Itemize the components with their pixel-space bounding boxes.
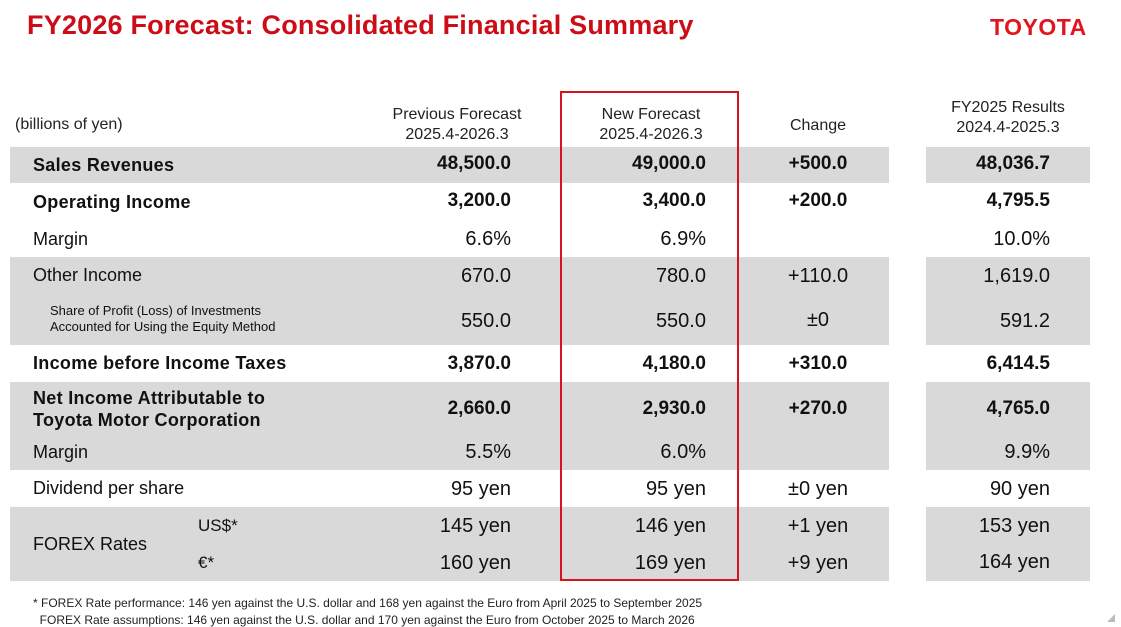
cell-fy2025: 1,619.0	[983, 265, 1050, 287]
band-forex-right	[926, 507, 1090, 581]
cell-change: +1 yen	[787, 515, 849, 537]
cell-new: 146 yen	[634, 515, 706, 537]
cell-new: 6.9%	[660, 228, 706, 250]
row-label-line-1: Share of Profit (Loss) of Investments	[50, 303, 261, 318]
row-label: Margin	[33, 229, 89, 249]
header-new-forecast: New Forecast 2025.4-2026.3	[566, 105, 736, 145]
toyota-logo: TOYOTA	[990, 14, 1087, 40]
band-net-right	[926, 382, 1090, 470]
cell-new: 95 yen	[645, 478, 706, 500]
row-label: Share of Profit (Loss) of Investments Ac…	[50, 303, 275, 335]
cell-fy2025: 48,036.7	[976, 153, 1050, 174]
cell-new: 550.0	[655, 310, 706, 332]
cell-previous: 145 yen	[439, 515, 511, 537]
row-label: Income before Income Taxes	[33, 353, 287, 373]
cell-previous: 160 yen	[439, 552, 511, 574]
header-fy2025-results: FY2025 Results 2024.4-2025.3	[926, 98, 1090, 138]
resize-corner-icon	[1107, 614, 1115, 622]
forex-rates-label: FOREX Rates	[33, 534, 148, 554]
row-label-line-2: Toyota Motor Corporation	[33, 410, 261, 430]
row-label: Margin	[33, 442, 89, 462]
currency-label-usd: US$*	[198, 516, 238, 535]
band-other-left	[10, 257, 889, 345]
cell-new: 49,000.0	[632, 153, 706, 174]
cell-new: 2,930.0	[642, 398, 706, 419]
band-sales-left	[10, 147, 889, 183]
row-label: Dividend per share	[33, 478, 185, 498]
band-other-right	[926, 257, 1090, 345]
cell-previous: 670.0	[460, 265, 511, 287]
cell-fy2025: 4,795.5	[986, 190, 1050, 211]
cell-change: +310.0	[788, 353, 848, 374]
footnote-forex-assumptions: FOREX Rate assumptions: 146 yen against …	[33, 613, 695, 627]
cell-new: 6.0%	[660, 441, 706, 463]
cell-fy2025: 6,414.5	[986, 353, 1050, 374]
row-label: Net Income Attributable to Toyota Motor …	[33, 387, 265, 431]
cell-fy2025: 9.9%	[1004, 441, 1050, 463]
row-label: Operating Income	[33, 192, 191, 212]
cell-previous: 6.6%	[465, 228, 511, 250]
cell-fy2025: 4,765.0	[986, 398, 1050, 419]
band-sales-right	[926, 147, 1090, 183]
header-fy2025-period: 2024.4-2025.3	[956, 119, 1060, 136]
header-change: Change	[789, 117, 847, 134]
cell-fy2025: 153 yen	[978, 515, 1050, 537]
header-fy2025-title: FY2025 Results	[951, 99, 1065, 116]
header-previous-forecast: Previous Forecast 2025.4-2026.3	[372, 105, 542, 145]
header-new-title: New Forecast	[601, 106, 701, 123]
cell-previous: 95 yen	[450, 478, 511, 500]
cell-previous: 48,500.0	[437, 153, 511, 174]
cell-fy2025: 90 yen	[989, 478, 1050, 500]
cell-fy2025: 164 yen	[978, 551, 1050, 573]
cell-previous: 550.0	[460, 310, 511, 332]
page-title: FY2026 Forecast: Consolidated Financial …	[27, 10, 694, 40]
row-label: Other Income	[33, 265, 143, 285]
header-previous-period: 2025.4-2026.3	[405, 126, 509, 143]
cell-new: 3,400.0	[642, 190, 706, 211]
cell-previous: 2,660.0	[447, 398, 511, 419]
cell-new: 4,180.0	[642, 353, 706, 374]
row-label-line-2: Accounted for Using the Equity Method	[50, 319, 276, 334]
cell-previous: 3,200.0	[447, 190, 511, 211]
cell-change: +200.0	[788, 190, 848, 211]
cell-previous: 5.5%	[465, 441, 511, 463]
currency-label-eur: €*	[198, 553, 215, 572]
cell-fy2025: 10.0%	[993, 228, 1050, 250]
cell-change: +500.0	[788, 153, 848, 174]
cell-fy2025: 591.2	[999, 310, 1050, 332]
cell-new: 780.0	[655, 265, 706, 287]
cell-previous: 3,870.0	[447, 353, 511, 374]
unit-label: (billions of yen)	[15, 116, 123, 133]
header-previous-title: Previous Forecast	[392, 106, 522, 123]
new-forecast-highlight-box	[560, 91, 739, 581]
row-label: Sales Revenues	[33, 155, 175, 175]
row-label-line-1: Net Income Attributable to	[33, 388, 266, 408]
band-net-left	[10, 382, 889, 470]
cell-change: ±0	[806, 309, 830, 331]
band-forex-left	[10, 507, 889, 581]
cell-new: 169 yen	[634, 552, 706, 574]
cell-change: ±0 yen	[788, 478, 848, 500]
header-new-period: 2025.4-2026.3	[599, 126, 703, 143]
cell-change: +9 yen	[787, 552, 849, 574]
cell-change: +110.0	[787, 265, 849, 287]
footnote-forex-performance: * FOREX Rate performance: 146 yen agains…	[33, 596, 703, 610]
cell-change: +270.0	[788, 398, 848, 419]
